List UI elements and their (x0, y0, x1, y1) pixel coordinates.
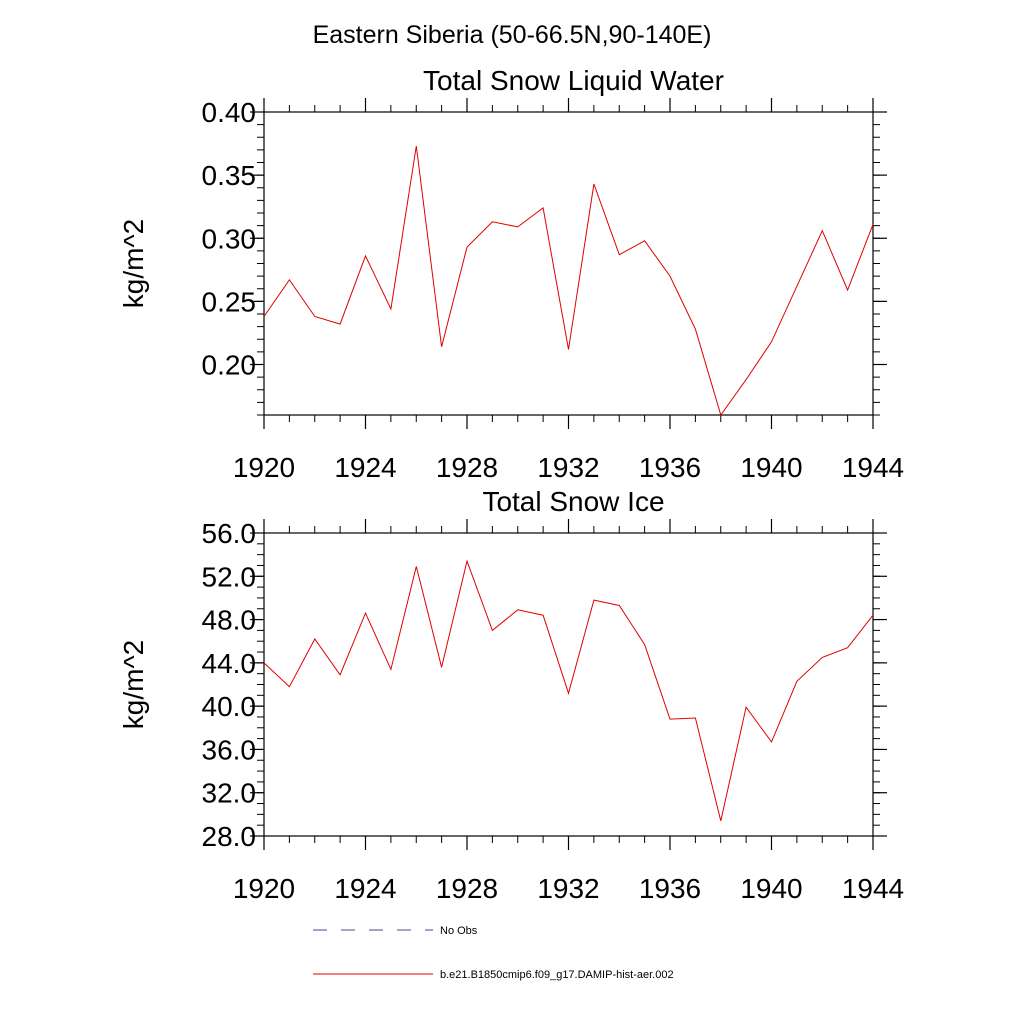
x-tick-label: 1928 (436, 452, 498, 483)
x-tick-label: 1940 (740, 873, 802, 904)
x-tick-label: 1924 (334, 873, 396, 904)
legend-label-no-obs: No Obs (440, 925, 478, 937)
y-tick-label: 36.0 (202, 734, 257, 765)
x-tick-label: 1944 (842, 873, 904, 904)
x-tick-label: 1920 (233, 452, 295, 483)
y-tick-label: 40.0 (202, 691, 257, 722)
y-tick-label: 32.0 (202, 778, 257, 809)
legend-label-model: b.e21.B1850cmip6.f09_g17.DAMIP-hist-aer.… (440, 969, 674, 981)
y-tick-label: 56.0 (202, 518, 257, 549)
y-tick-label: 28.0 (202, 821, 257, 852)
figure-supertitle: Eastern Siberia (50-66.5N,90-140E) (313, 21, 712, 49)
panel-title: Total Snow Ice (482, 486, 664, 517)
x-tick-label: 1932 (537, 452, 599, 483)
y-tick-label: 0.30 (202, 223, 257, 254)
panel-title: Total Snow Liquid Water (423, 65, 724, 96)
y-tick-label: 0.20 (202, 350, 257, 381)
panel-snow-ice: Total Snow Ice kg/m^2 1920 1924 1928 1932 1936… (118, 486, 904, 904)
x-tick-label: 1928 (436, 873, 498, 904)
x-tick-label: 1932 (537, 873, 599, 904)
y-axis-label: kg/m^2 (118, 219, 149, 308)
y-tick-label: 44.0 (202, 648, 257, 679)
x-tick-label: 1944 (842, 452, 904, 483)
y-tick-label: 52.0 (202, 561, 257, 592)
series-line (263, 146, 874, 417)
x-tick-label: 1936 (639, 873, 701, 904)
y-tick-label: 0.35 (202, 160, 257, 191)
x-tick-label: 1940 (740, 452, 802, 483)
x-tick-label: 1920 (233, 873, 295, 904)
y-tick-label: 0.40 (202, 97, 257, 128)
legend: No Obs b.e21.B1850cmip6.f09_g17.DAMIP-hi… (313, 925, 674, 981)
plot-frame (263, 111, 874, 416)
y-tick-label: 48.0 (202, 605, 257, 636)
x-tick-label: 1924 (334, 452, 396, 483)
y-axis-label: kg/m^2 (118, 640, 149, 729)
plot-frame (263, 532, 874, 837)
series-line (263, 559, 874, 822)
x-tick-label: 1936 (639, 452, 701, 483)
y-tick-label: 0.25 (202, 286, 257, 317)
panel-snow-liquid-water: Total Snow Liquid Water kg/m^2 1920 1924 192… (118, 65, 904, 483)
